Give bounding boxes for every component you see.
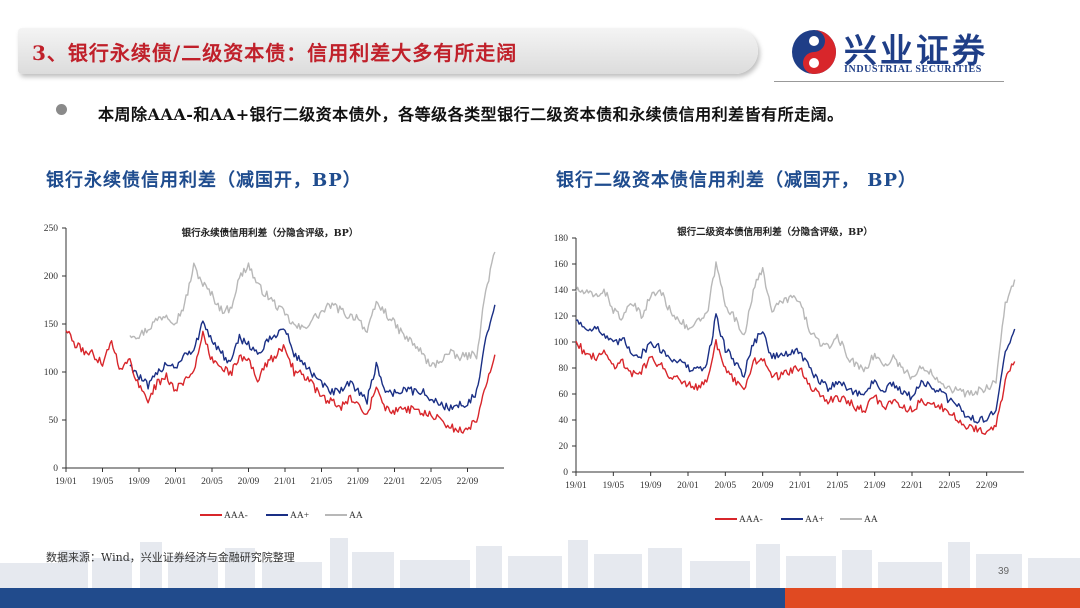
series-line-AA <box>575 261 1016 398</box>
legend-label: AAA- <box>739 515 763 525</box>
y-tick-label: 120 <box>554 312 569 322</box>
right-chart-heading: 银行二级资本债信用利差（减国开， BP） <box>556 170 918 191</box>
footer-bar-red <box>785 588 1080 608</box>
left-chart-heading: 银行永续债信用利差（减国开，BP） <box>46 170 362 191</box>
x-tick-label: 20/09 <box>238 477 260 487</box>
perpetual-bond-spread-chart: 银行永续债信用利差（分隐含评级，BP） 0 50 100 150 200 250 19/01 1… <box>44 224 504 521</box>
x-tick-label: 21/09 <box>347 477 369 487</box>
x-tick-label: 22/01 <box>901 481 923 491</box>
x-tick-label: 21/01 <box>789 481 811 491</box>
page-number: 39 <box>998 566 1010 577</box>
y-tick-label: 0 <box>563 468 568 478</box>
series-line-AAplus <box>129 304 496 412</box>
legend-label: AA <box>864 515 878 525</box>
series-line-AAplus <box>575 313 1016 424</box>
header-divider <box>774 81 1004 82</box>
legend-label: AAA- <box>224 511 248 521</box>
x-tick-label: 19/09 <box>128 477 150 487</box>
x-tick-label: 22/05 <box>939 481 961 491</box>
y-tick-label: 160 <box>554 260 569 270</box>
x-tick-label: 20/05 <box>715 481 737 491</box>
company-logo: 兴业证券 INDUSTRIAL SECURITIES <box>790 22 1010 78</box>
y-tick-label: 100 <box>44 368 59 378</box>
y-tick-label: 250 <box>44 224 59 234</box>
x-tick-label: 22/09 <box>976 481 998 491</box>
y-tick-label: 100 <box>554 338 569 348</box>
summary-bullet: 本周除AAA-和AA+银行二级资本债外，各等级各类型银行二级资本债和永续债信用利… <box>98 105 844 124</box>
x-tick-label: 19/01 <box>565 481 587 491</box>
x-tick-label: 19/05 <box>603 481 625 491</box>
y-tick-label: 40 <box>559 416 569 426</box>
x-tick-label: 20/05 <box>201 477 223 487</box>
tier2-bond-spread-chart: 银行二级资本债信用利差（分隐含评级，BP） 0 20 40 60 80 100 120 140 1… <box>554 226 1024 525</box>
x-tick-label: 21/05 <box>827 481 849 491</box>
x-tick-label: 20/01 <box>165 477 187 487</box>
chart-title: 银行二级资本债信用利差（分隐含评级，BP） <box>677 226 873 238</box>
x-tick-label: 22/01 <box>384 477 406 487</box>
x-tick-label: 19/05 <box>92 477 114 487</box>
y-tick-label: 60 <box>559 390 569 400</box>
data-source-note: 数据来源：Wind，兴业证券经济与金融研究院整理 <box>46 551 295 564</box>
x-tick-label: 22/05 <box>420 477 442 487</box>
x-tick-label: 21/01 <box>274 477 296 487</box>
y-tick-label: 140 <box>554 286 569 296</box>
x-tick-label: 19/01 <box>55 477 77 487</box>
x-tick-label: 21/09 <box>864 481 886 491</box>
series-line-AA <box>129 251 496 369</box>
logo-english-text: INDUSTRIAL SECURITIES <box>844 64 982 75</box>
y-tick-label: 150 <box>44 320 59 330</box>
chart-title: 银行永续债信用利差（分隐含评级，BP） <box>182 227 359 239</box>
title-bar: 3、银行永续债/二级资本债：信用利差大多有所走阔 <box>18 28 758 74</box>
legend-label: AA+ <box>290 511 309 521</box>
y-tick-label: 0 <box>53 464 58 474</box>
skyline-decoration <box>0 538 1080 588</box>
logo-mark-icon <box>792 30 836 74</box>
legend-label: AA+ <box>805 515 824 525</box>
y-tick-label: 200 <box>44 272 59 282</box>
slide-title: 3、银行永续债/二级资本债：信用利差大多有所走阔 <box>32 41 518 65</box>
y-tick-label: 180 <box>554 234 569 244</box>
legend-label: AA <box>349 511 363 521</box>
x-tick-label: 19/09 <box>640 481 662 491</box>
x-tick-label: 21/05 <box>311 477 333 487</box>
x-tick-label: 20/09 <box>752 481 774 491</box>
series-line-AAAminus <box>65 330 496 434</box>
bullet-dot-icon <box>56 104 67 115</box>
x-tick-label: 22/09 <box>457 477 479 487</box>
y-tick-label: 80 <box>559 364 569 374</box>
y-tick-label: 50 <box>49 416 59 426</box>
footer-bar-blue <box>0 588 785 608</box>
x-tick-label: 20/01 <box>677 481 699 491</box>
series-line-AAAminus <box>575 339 1016 435</box>
logo-chinese-text: 兴业证券 <box>844 31 988 70</box>
y-tick-label: 20 <box>559 442 569 452</box>
